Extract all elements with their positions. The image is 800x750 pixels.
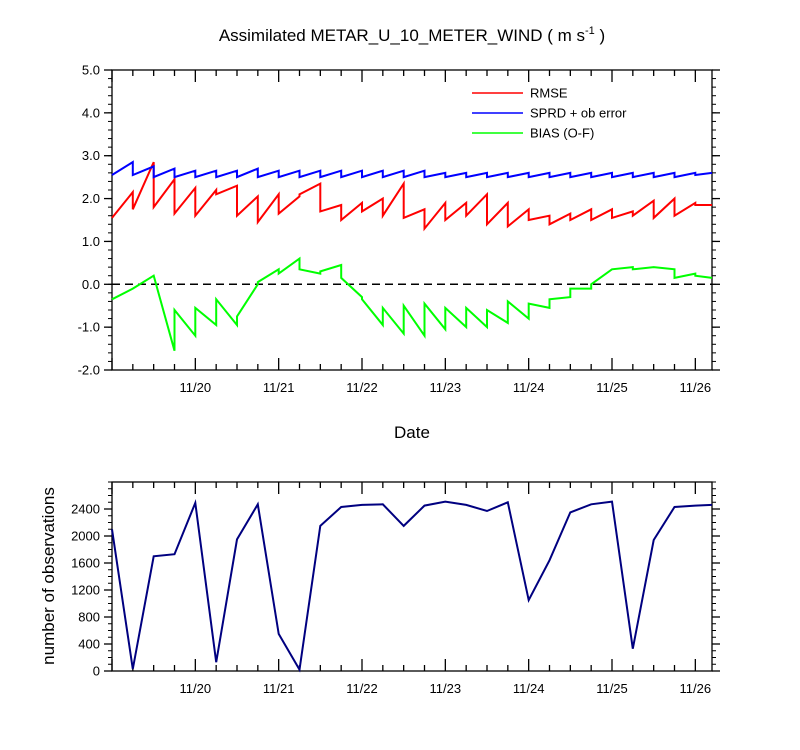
legend-label: BIAS (O-F) xyxy=(530,126,594,141)
top-x-axis-label: Date xyxy=(394,423,430,442)
plot-frame xyxy=(111,69,713,371)
y-tick-label: 800 xyxy=(78,610,100,625)
series-line-1 xyxy=(111,499,713,673)
y-tick-label: 1600 xyxy=(71,556,100,571)
y-tick-label: 0 xyxy=(93,664,100,679)
x-tick-label: 11/24 xyxy=(513,380,545,395)
x-tick-label: 11/22 xyxy=(346,681,378,696)
legend-label: SPRD + ob error xyxy=(530,106,627,121)
x-tick-label: 11/24 xyxy=(513,681,545,696)
bottom-chart-panel: 11/20 11/21 11/22 11/23 11/24 11/25 11/26 0 400 8… xyxy=(71,481,720,696)
y-tick-label: 3.0 xyxy=(82,148,100,163)
y-tick-label: 0.0 xyxy=(82,277,100,292)
x-tick-label: 11/21 xyxy=(263,380,295,395)
chart-title: Assimilated METAR_U_10_METER_WIND ( m s-… xyxy=(219,25,605,45)
y-tick-label: 2000 xyxy=(71,529,100,544)
x-tick-label: 11/22 xyxy=(346,380,378,395)
y-tick-label: 5.0 xyxy=(82,63,100,78)
top-chart-panel: 11/20 11/21 11/22 11/23 11/24 11/25 11/26 -2.0 -… xyxy=(78,63,720,395)
x-tick-label: 11/23 xyxy=(430,380,462,395)
y-tick-label: 1.0 xyxy=(82,234,100,249)
legend: RMSE SPRD + ob error BIAS (O-F) xyxy=(472,86,627,141)
legend-label: RMSE xyxy=(530,86,568,101)
y-tick-label: 2400 xyxy=(71,502,100,517)
x-tick-label: 11/20 xyxy=(180,380,212,395)
y-tick-label: 2.0 xyxy=(82,191,100,206)
y-tick-label: 4.0 xyxy=(82,105,100,120)
x-tick-label: 11/23 xyxy=(430,681,462,696)
x-tick-label: 11/26 xyxy=(680,380,712,395)
x-tick-label: 11/21 xyxy=(263,681,295,696)
x-tick-label: 11/20 xyxy=(180,681,212,696)
x-tick-label: 11/25 xyxy=(596,681,628,696)
series-line-2 xyxy=(111,160,713,179)
series-line-3 xyxy=(111,256,713,351)
series-line-1 xyxy=(111,161,712,232)
bottom-y-axis-label: number of observations xyxy=(39,487,58,665)
y-tick-label: 400 xyxy=(78,637,100,652)
x-tick-label: 11/26 xyxy=(680,681,712,696)
y-tick-label: -1.0 xyxy=(78,320,100,335)
y-tick-label: 1200 xyxy=(71,583,100,598)
x-tick-label: 11/25 xyxy=(596,380,628,395)
y-tick-label: -2.0 xyxy=(78,363,100,378)
